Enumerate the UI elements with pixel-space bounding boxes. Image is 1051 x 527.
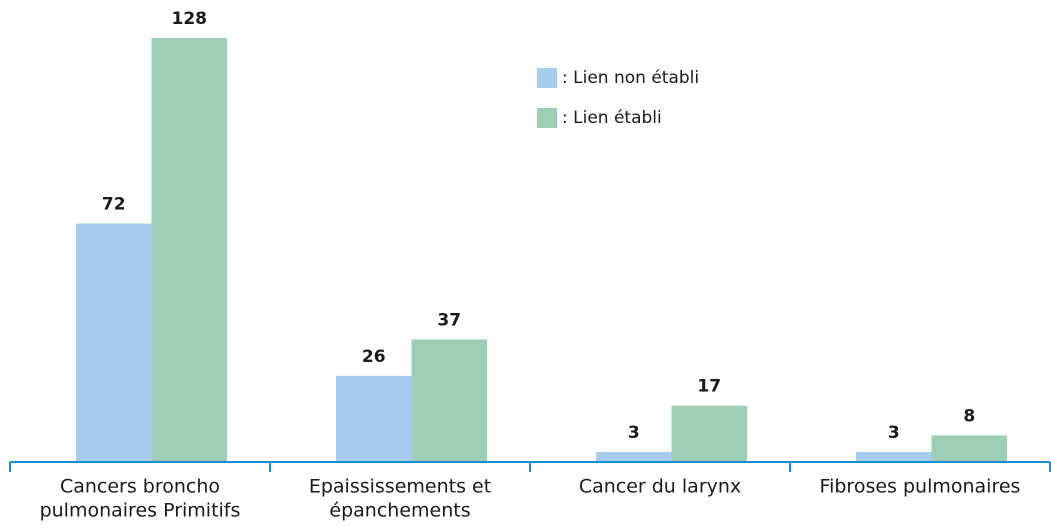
bar bbox=[596, 452, 672, 462]
legend-label: : Lien non établi bbox=[562, 68, 699, 88]
x-tick-label: Fibroses pulmonaires bbox=[820, 476, 1021, 498]
x-tick-label: Cancer du larynx bbox=[579, 476, 741, 498]
legend-swatch bbox=[537, 108, 557, 128]
value-label: 8 bbox=[963, 407, 975, 427]
value-label: 37 bbox=[437, 310, 461, 330]
value-label: 26 bbox=[362, 347, 386, 367]
x-tick-label: Epaississements et bbox=[309, 476, 491, 498]
bar bbox=[411, 339, 487, 462]
bar bbox=[856, 452, 932, 462]
bar bbox=[671, 405, 747, 462]
value-label: 17 bbox=[697, 377, 721, 397]
value-label: 3 bbox=[628, 423, 640, 443]
value-label: 72 bbox=[102, 195, 126, 215]
bar bbox=[336, 375, 412, 462]
legend-label: : Lien établi bbox=[562, 108, 662, 128]
x-tick-label: Cancers broncho bbox=[60, 476, 220, 498]
x-tick-label: épanchements bbox=[329, 500, 470, 522]
bar bbox=[931, 435, 1007, 462]
bar bbox=[76, 223, 152, 462]
x-tick-label: pulmonaires Primitifs bbox=[40, 500, 241, 522]
bar bbox=[151, 38, 227, 462]
legend-swatch bbox=[537, 68, 557, 88]
value-label: 3 bbox=[888, 423, 900, 443]
value-label: 128 bbox=[172, 9, 208, 29]
